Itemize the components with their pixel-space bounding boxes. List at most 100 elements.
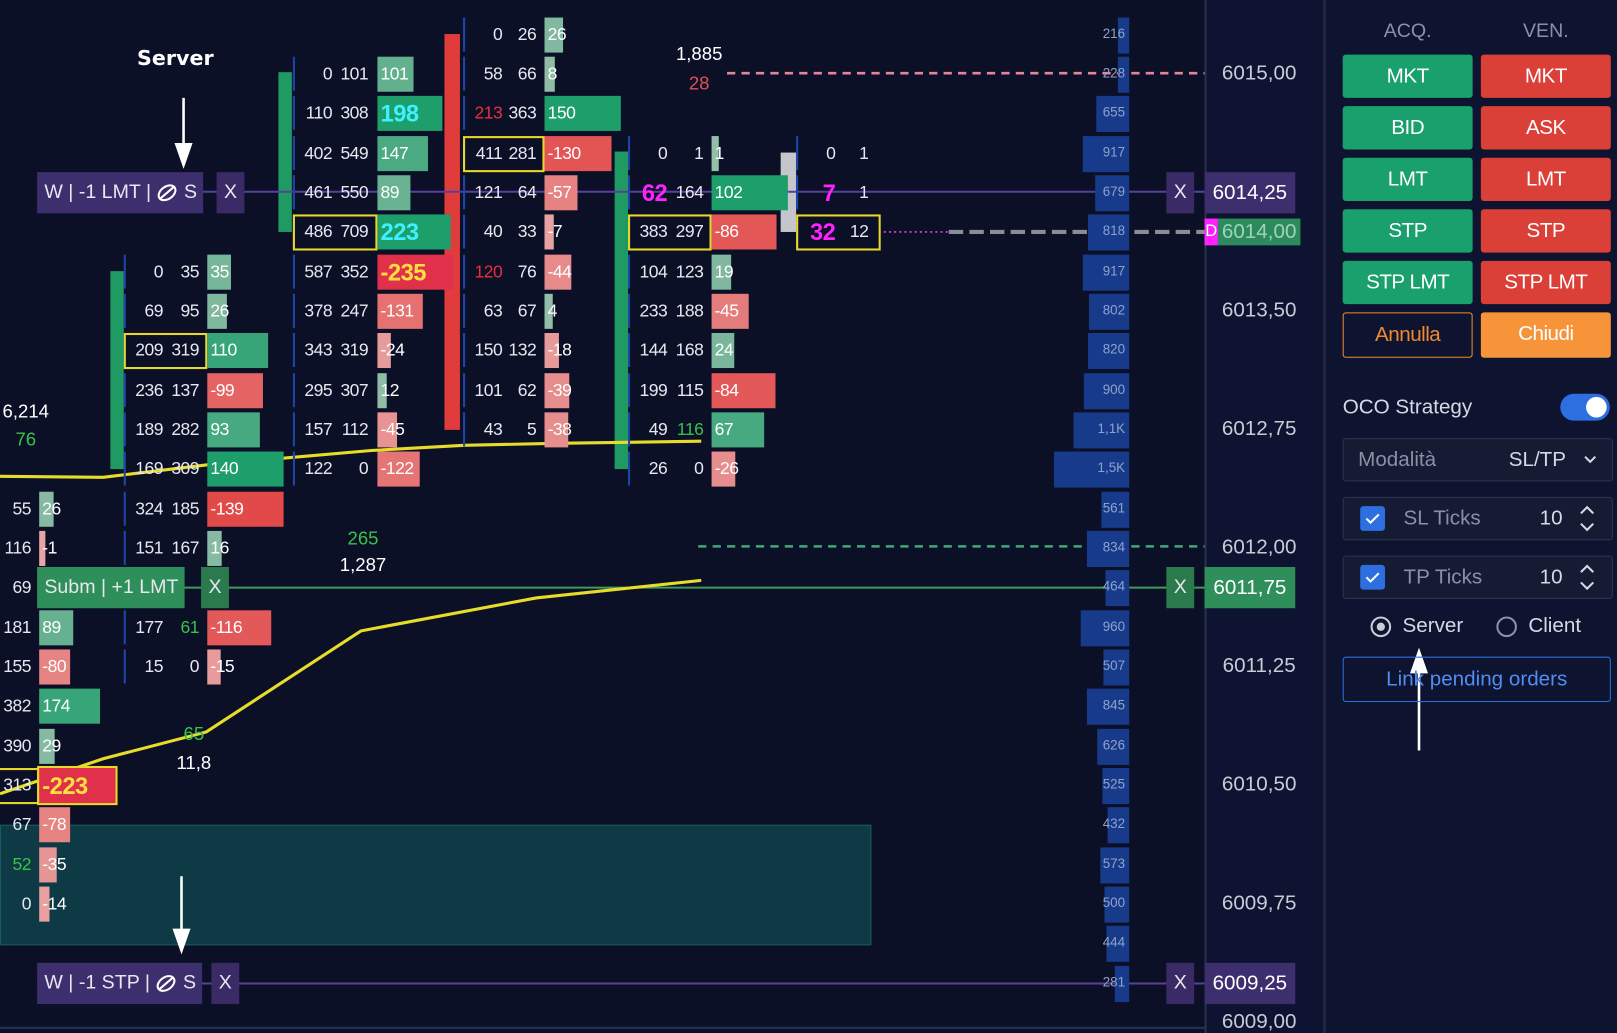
delta-bar [377,412,398,448]
delta-value: 89 [380,182,400,203]
delta-value: -38 [547,419,572,440]
profile-bar [1103,886,1130,923]
tp-value[interactable]: 10 [1539,565,1563,589]
bid-volume: 0 [153,261,164,282]
delta-bar [711,372,776,408]
sell-button[interactable]: ASK [1480,106,1611,150]
buy-button[interactable]: STP [1342,209,1473,253]
delta-value: -130 [547,142,582,163]
delta-bar [377,372,388,408]
order-close[interactable]: X [1166,567,1195,609]
annotation-arrow [172,876,191,955]
delta-value: 101 [380,63,409,84]
radio-client[interactable] [1496,616,1517,638]
oco-toggle[interactable] [1560,393,1610,421]
chevron-down [1584,455,1597,464]
delta-bar [544,56,555,92]
buy-button[interactable]: LMT [1342,157,1473,202]
spinner[interactable] [1579,562,1596,593]
order-close[interactable]: X [1166,962,1195,1004]
cell-frame [463,372,542,407]
ask-volume: 309 [171,459,200,479]
ask-volume: 1 [694,142,704,163]
order-close[interactable]: X [1166,172,1195,214]
highlight-box [123,333,208,370]
profile-bar [1118,17,1130,54]
cell-frame [292,333,374,368]
price-label: 6011,25 [1222,654,1296,678]
delta-bar [39,767,116,804]
highlight-box [292,214,378,251]
delta-value: 26 [210,300,229,321]
candle-body [614,151,629,470]
sell-button[interactable]: MKT [1480,54,1611,98]
ask-volume: 76 [517,261,537,282]
bid-volume: 177 [135,617,163,637]
profile-bar [1103,649,1130,686]
delta-value: -39 [547,380,572,400]
delta-bar [711,175,788,211]
order-label[interactable]: Subm | +1 LMT [37,567,185,609]
bid-volume: 40 [483,221,503,242]
bid-volume: 0 [657,142,668,163]
buy-button[interactable]: BID [1342,106,1473,150]
sell-button[interactable]: STP [1480,209,1611,253]
bid-volume: 189 [135,419,163,440]
cell-frame [463,333,542,368]
cell-frame [292,175,374,210]
bid-volume: 101 [474,380,503,400]
close-button[interactable]: Chiudi [1480,312,1611,358]
delta-bar [711,293,749,329]
cell-frame [628,135,709,170]
volume-label: 28 [688,73,710,94]
bid-volume: 0 [826,142,836,163]
profile-label: 834 [1102,539,1126,555]
sell-button[interactable]: LMT [1480,157,1611,202]
order-label[interactable]: W | -1 LMT | S [37,172,204,214]
profile-bar [1080,609,1130,646]
delta-value: 29 [42,735,61,756]
order-price: 6014,25 [1204,172,1296,214]
cell-frame [796,135,874,170]
cancel-button[interactable]: Annulla [1342,312,1473,358]
ask-volume: 0 [189,656,200,677]
delta-value: 198 [380,100,420,128]
delta-value: 4 [547,300,558,321]
order-cancel[interactable]: X [211,962,240,1004]
buy-header: ACQ. [1383,20,1432,43]
mode-select[interactable]: Modalità SL/TP [1342,438,1613,482]
sell-button[interactable]: STP LMT [1480,260,1611,305]
link-button[interactable]: Link pending orders [1342,656,1611,703]
ask-volume: 247 [340,300,369,321]
delta-bar [39,886,50,922]
profile-label: 802 [1102,302,1126,318]
price-label: 6013,50 [1221,298,1297,322]
profile-label: 500 [1102,894,1126,911]
spinner[interactable] [1579,503,1596,534]
order-cancel[interactable]: X [216,172,245,214]
buy-button[interactable]: MKT [1342,54,1473,98]
profile-label: 818 [1102,222,1126,239]
delta-value: -235 [380,258,427,286]
order-cancel[interactable]: X [201,567,229,609]
sl-checkbox[interactable] [1360,506,1385,531]
tp-checkbox[interactable] [1360,564,1385,590]
delta-value: 19 [714,261,734,282]
sl-value[interactable]: 10 [1539,507,1563,530]
delta-value: -1 [42,538,57,558]
buy-button[interactable]: STP LMT [1342,260,1473,305]
delta-value: -18 [547,340,572,361]
profile-bar [1105,570,1130,607]
profile-bar [1097,728,1130,765]
order-label[interactable]: W | -1 STP | S [37,962,203,1004]
price-label: 6010,50 [1221,773,1297,796]
delta-value: -84 [714,380,739,400]
ask-volume: 185 [171,498,200,519]
profile-bar [1087,214,1130,251]
radio-server[interactable] [1370,616,1392,638]
ask-volume: 313 [3,775,31,795]
delta-value: 12 [380,380,400,400]
delta-value: -14 [42,893,67,914]
order-route: S [182,971,197,994]
